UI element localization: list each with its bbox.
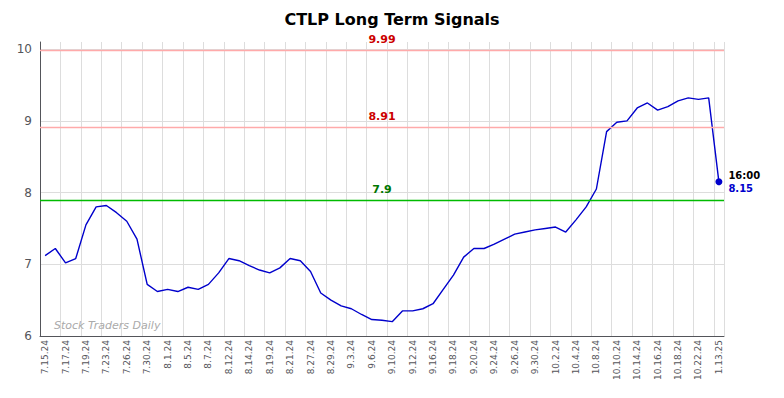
svg-text:8.1.24: 8.1.24	[163, 340, 173, 369]
svg-text:10.4.24: 10.4.24	[571, 340, 581, 375]
svg-text:8.27.24: 8.27.24	[306, 340, 316, 375]
svg-text:7: 7	[24, 257, 32, 271]
svg-text:10.2.24: 10.2.24	[551, 340, 561, 375]
svg-text:6: 6	[24, 329, 32, 343]
svg-text:8.19.24: 8.19.24	[265, 340, 275, 375]
svg-text:9.6.24: 9.6.24	[367, 340, 377, 369]
svg-text:7.30.24: 7.30.24	[142, 340, 152, 375]
svg-text:9.99: 9.99	[368, 33, 395, 46]
svg-text:7.17.24: 7.17.24	[61, 340, 71, 375]
svg-text:Stock Traders Daily: Stock Traders Daily	[54, 319, 161, 332]
svg-text:9.10.24: 9.10.24	[387, 340, 397, 375]
svg-text:9.16.24: 9.16.24	[428, 340, 438, 375]
svg-text:8.15: 8.15	[728, 183, 753, 194]
svg-text:9.30.24: 9.30.24	[530, 340, 540, 375]
svg-text:8: 8	[24, 186, 32, 200]
svg-text:9.24.24: 9.24.24	[489, 340, 499, 375]
svg-text:8.7.24: 8.7.24	[203, 340, 213, 369]
svg-text:16:00: 16:00	[728, 170, 760, 181]
svg-text:9: 9	[24, 114, 32, 128]
svg-text:7.19.24: 7.19.24	[81, 340, 91, 375]
svg-text:8.91: 8.91	[368, 110, 395, 123]
svg-text:7.15.24: 7.15.24	[40, 340, 50, 375]
svg-text:10.8.24: 10.8.24	[591, 340, 601, 375]
svg-text:10.22.24: 10.22.24	[693, 340, 703, 380]
svg-text:10.14.24: 10.14.24	[632, 340, 642, 380]
svg-text:10.16.24: 10.16.24	[653, 340, 663, 380]
svg-text:10.18.24: 10.18.24	[673, 340, 683, 380]
svg-text:CTLP Long Term Signals: CTLP Long Term Signals	[284, 10, 499, 29]
svg-text:9.18.24: 9.18.24	[448, 340, 458, 375]
svg-text:9.12.24: 9.12.24	[408, 340, 418, 375]
svg-text:1.13.25: 1.13.25	[714, 340, 724, 374]
svg-text:7.23.24: 7.23.24	[101, 340, 111, 375]
svg-text:8.5.24: 8.5.24	[183, 340, 193, 369]
svg-text:9.3.24: 9.3.24	[346, 340, 356, 369]
svg-text:8.29.24: 8.29.24	[326, 340, 336, 375]
svg-text:7.9: 7.9	[372, 183, 392, 196]
svg-text:8.21.24: 8.21.24	[285, 340, 295, 375]
svg-text:10.10.24: 10.10.24	[612, 340, 622, 380]
svg-text:8.14.24: 8.14.24	[244, 340, 254, 375]
svg-text:10: 10	[17, 42, 32, 56]
svg-text:7.26.24: 7.26.24	[122, 340, 132, 375]
svg-text:9.20.24: 9.20.24	[469, 340, 479, 375]
svg-text:9.26.24: 9.26.24	[510, 340, 520, 375]
svg-text:8.12.24: 8.12.24	[224, 340, 234, 375]
